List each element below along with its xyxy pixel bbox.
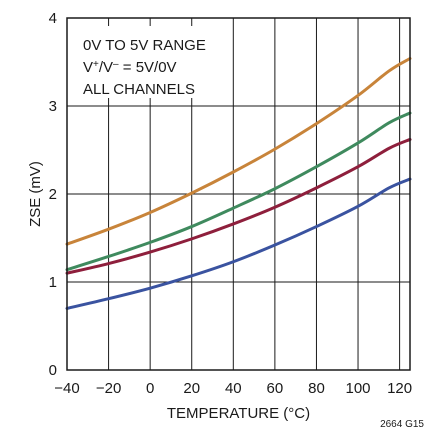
y-tick-label: 1 <box>49 274 57 291</box>
y-tick-label: 2 <box>49 186 57 203</box>
x-tick-label: 60 <box>267 380 284 397</box>
annotation-sup-plus: + <box>93 59 99 70</box>
y-tick-labels: 0 1 2 3 4 <box>49 10 57 379</box>
x-tick-labels: −40 −20 0 20 40 60 80 100 120 <box>54 380 412 397</box>
annotation-line-supply: V+/V– = 5V/0V <box>83 59 177 77</box>
x-tick-label: 0 <box>146 380 154 397</box>
x-tick-label: −20 <box>96 380 121 397</box>
series-line-2 <box>65 111 412 272</box>
x-tick-label: 40 <box>225 380 242 397</box>
y-axis-label: ZSE (mV) <box>27 161 44 227</box>
y-tick-label: 3 <box>49 98 57 115</box>
series-line-4 <box>65 177 412 310</box>
annotation-background <box>79 26 213 98</box>
annotation-box: 0V TO 5V RANGE V+/V– = 5V/0V ALL CHANNEL… <box>79 26 213 98</box>
annotation-sup-minus: – <box>113 59 119 70</box>
annotation-line-range: 0V TO 5V RANGE <box>83 37 206 54</box>
x-tick-label: 120 <box>387 380 412 397</box>
y-tick-label: 4 <box>49 10 57 27</box>
figure-code: 2664 G15 <box>380 419 424 430</box>
series-line-1 <box>65 56 412 246</box>
series-line-3 <box>65 137 412 275</box>
series-lines <box>65 56 412 310</box>
y-tick-label: 0 <box>49 362 57 379</box>
x-axis-label: TEMPERATURE (°C) <box>167 405 310 422</box>
annotation-supply-value: = 5V/0V <box>119 59 177 76</box>
x-tick-label: −40 <box>54 380 79 397</box>
annotation-v-minus: /V <box>99 59 113 76</box>
x-tick-label: 80 <box>308 380 325 397</box>
plot-frame <box>66 17 411 371</box>
annotation-line-channels: ALL CHANNELS <box>83 81 195 98</box>
x-tick-label: 20 <box>183 380 200 397</box>
annotation-v-plus: V <box>83 59 93 76</box>
x-tick-label: 100 <box>346 380 371 397</box>
